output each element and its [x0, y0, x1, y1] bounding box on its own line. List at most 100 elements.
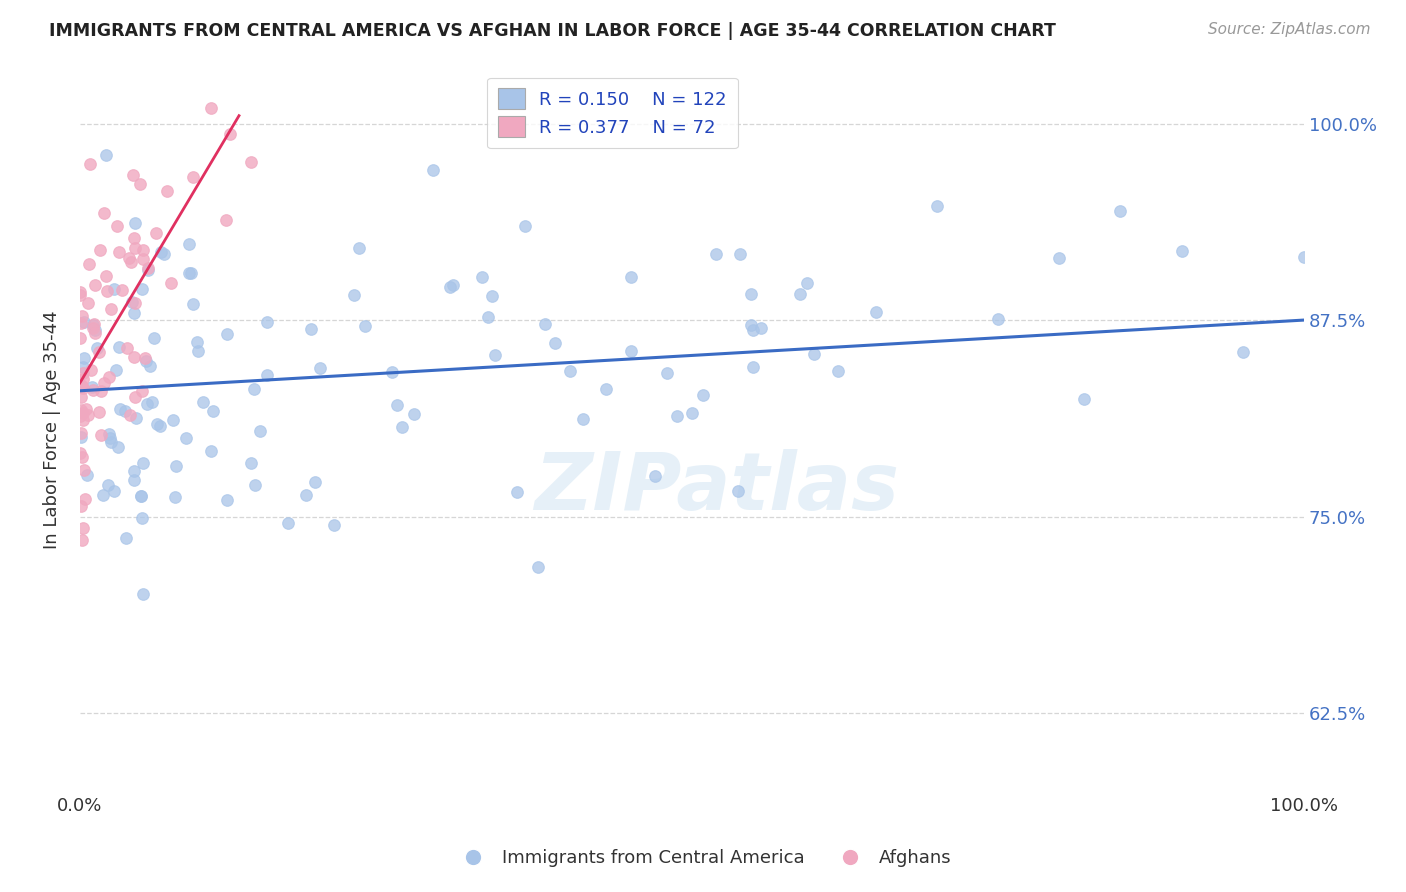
Point — [121, 295, 143, 310]
Point — [215, 493, 238, 508]
Point — [72, 372, 94, 386]
Point — [72, 412, 94, 426]
Point — [103, 483, 125, 498]
Point — [136, 261, 159, 276]
Point — [89, 345, 111, 359]
Point — [73, 315, 96, 329]
Point — [572, 412, 595, 426]
Point — [129, 490, 152, 504]
Point — [124, 295, 146, 310]
Point — [72, 521, 94, 535]
Point — [692, 388, 714, 402]
Point — [135, 354, 157, 368]
Point — [84, 323, 107, 337]
Point — [186, 334, 208, 349]
Point — [70, 317, 93, 331]
Point — [84, 326, 107, 341]
Point — [115, 341, 138, 355]
Point — [132, 243, 155, 257]
Point — [527, 559, 550, 574]
Point — [200, 101, 222, 115]
Point — [70, 403, 93, 417]
Point — [277, 516, 299, 530]
Point — [122, 350, 145, 364]
Point — [740, 286, 762, 301]
Point — [1073, 392, 1095, 407]
Legend: Immigrants from Central America, Afghans: Immigrants from Central America, Afghans — [447, 842, 959, 874]
Point — [134, 351, 156, 366]
Point — [219, 128, 242, 142]
Point — [165, 459, 187, 474]
Point — [110, 401, 132, 416]
Point — [124, 464, 146, 478]
Point — [111, 283, 134, 297]
Point — [471, 269, 494, 284]
Point — [107, 244, 129, 259]
Point — [107, 440, 129, 454]
Point — [308, 361, 330, 376]
Point — [728, 247, 751, 261]
Point — [96, 285, 118, 299]
Point — [256, 368, 278, 382]
Point — [128, 177, 150, 191]
Point — [129, 489, 152, 503]
Point — [72, 351, 94, 365]
Point — [727, 484, 749, 499]
Point — [103, 282, 125, 296]
Point — [865, 305, 887, 319]
Point — [77, 296, 100, 310]
Point — [187, 344, 209, 359]
Point — [299, 322, 322, 336]
Text: Source: ZipAtlas.com: Source: ZipAtlas.com — [1208, 22, 1371, 37]
Point — [162, 412, 184, 426]
Point — [100, 435, 122, 450]
Point — [243, 382, 266, 396]
Point — [124, 230, 146, 244]
Point — [215, 212, 238, 227]
Point — [342, 288, 364, 302]
Point — [156, 184, 179, 198]
Point — [122, 473, 145, 487]
Point — [131, 282, 153, 296]
Point — [163, 491, 186, 505]
Point — [202, 404, 225, 418]
Point — [124, 410, 146, 425]
Point — [353, 319, 375, 334]
Point — [69, 285, 91, 299]
Point — [77, 409, 100, 423]
Point — [240, 456, 263, 470]
Point — [72, 381, 94, 395]
Point — [72, 406, 94, 420]
Point — [1109, 203, 1132, 218]
Point — [217, 326, 239, 341]
Point — [174, 431, 197, 445]
Point — [136, 262, 159, 277]
Point — [76, 468, 98, 483]
Point — [803, 347, 825, 361]
Point — [742, 323, 765, 337]
Point — [96, 268, 118, 283]
Point — [740, 318, 762, 332]
Point — [69, 409, 91, 423]
Point — [180, 266, 202, 280]
Point — [108, 340, 131, 354]
Point — [441, 277, 464, 292]
Point — [87, 405, 110, 419]
Y-axis label: In Labor Force | Age 35-44: In Labor Force | Age 35-44 — [44, 310, 60, 549]
Point — [90, 384, 112, 399]
Point — [89, 243, 111, 257]
Point — [506, 485, 529, 500]
Point — [181, 170, 204, 185]
Point — [620, 344, 643, 359]
Point — [534, 317, 557, 331]
Point — [402, 407, 425, 421]
Point — [82, 318, 104, 332]
Point — [86, 341, 108, 355]
Point — [544, 335, 567, 350]
Point — [70, 533, 93, 548]
Point — [124, 216, 146, 230]
Point — [1170, 244, 1192, 258]
Point — [105, 363, 128, 377]
Text: IMMIGRANTS FROM CENTRAL AMERICA VS AFGHAN IN LABOR FORCE | AGE 35-44 CORRELATION: IMMIGRANTS FROM CENTRAL AMERICA VS AFGHA… — [49, 22, 1056, 40]
Point — [124, 241, 146, 255]
